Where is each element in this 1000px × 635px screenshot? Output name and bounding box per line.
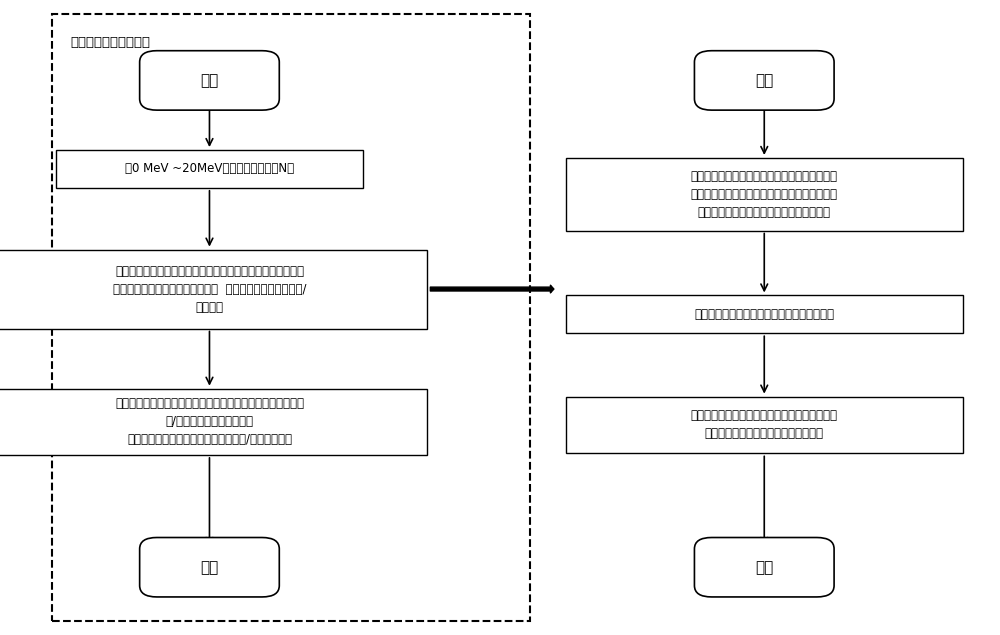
FancyBboxPatch shape (566, 295, 963, 333)
FancyBboxPatch shape (566, 396, 963, 453)
Text: 逆向输运核数据库建立: 逆向输运核数据库建立 (71, 36, 151, 49)
FancyBboxPatch shape (694, 537, 834, 597)
Text: 将0 MeV ~20MeV的光子能量划分为N群: 将0 MeV ~20MeV的光子能量划分为N群 (125, 163, 294, 175)
FancyBboxPatch shape (140, 51, 279, 110)
FancyBboxPatch shape (56, 150, 363, 188)
Text: 对所有能群光子进行模拟后，针对不同元素，对碰撞后光子能
量/角度分布数据进行处理，
获得出射光子能量对应的入射光子能量/角度分布数据: 对所有能群光子进行模拟后，针对不同元素，对碰撞后光子能 量/角度分布数据进行处理… (115, 398, 304, 446)
Text: 使用蒙特卡罗逆向输运方法对该粒子进行模拟: 使用蒙特卡罗逆向输运方法对该粒子进行模拟 (694, 308, 834, 321)
Text: 结束: 结束 (200, 559, 219, 575)
FancyBboxPatch shape (0, 389, 427, 455)
Text: 开始: 开始 (755, 73, 773, 88)
FancyBboxPatch shape (140, 537, 279, 597)
Text: 结束: 结束 (755, 559, 773, 575)
FancyBboxPatch shape (0, 250, 427, 328)
Text: 获取测量设备处粒子能量、强度分布信息，结合
初始源空间分布信息、介质影像信息、测量设备
信息建立起逆向蒙特卡罗辐射输运计算模型: 获取测量设备处粒子能量、强度分布信息，结合 初始源空间分布信息、介质影像信息、测… (691, 170, 838, 218)
Text: 开始: 开始 (200, 73, 219, 88)
FancyBboxPatch shape (52, 14, 530, 621)
FancyBboxPatch shape (566, 158, 963, 231)
FancyBboxPatch shape (694, 51, 834, 110)
Text: 建立单元球，在单元球中填充不同的元素，单元球球心设置点
源，使用蒙特卡罗方法进行模拟，  统计一次碰撞后粒子能量/
角度分布: 建立单元球，在单元球中填充不同的元素，单元球球心设置点 源，使用蒙特卡罗方法进行… (113, 265, 306, 314)
Text: 对统计得到的辐射源处粒子强度分布信息进行归
一化处理，获取辐射源处粒子源强分布: 对统计得到的辐射源处粒子强度分布信息进行归 一化处理，获取辐射源处粒子源强分布 (691, 410, 838, 441)
